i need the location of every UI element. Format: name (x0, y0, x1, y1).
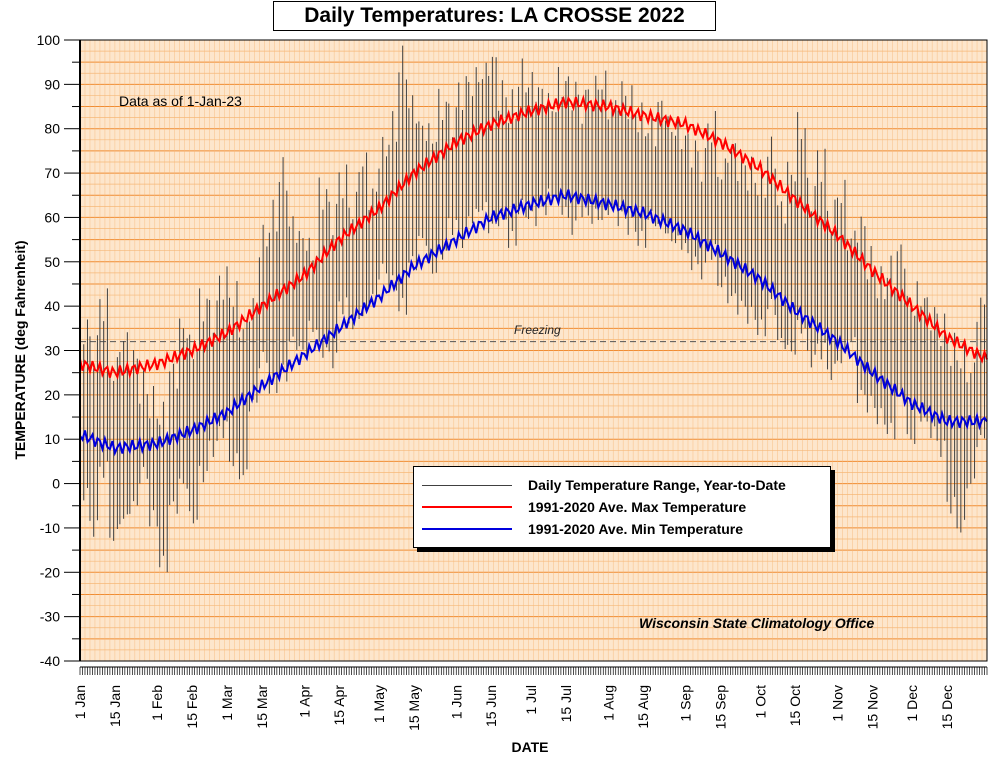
x-tick-label: 1 Jun (448, 685, 464, 719)
y-tick-label: 10 (44, 431, 60, 447)
data-date-note: Data as of 1-Jan-23 (119, 93, 242, 109)
x-tick-label: 1 Apr (296, 685, 312, 718)
y-tick-label: 20 (44, 387, 60, 403)
x-tick-label: 15 Feb (184, 685, 200, 729)
x-tick-label: 15 Jul (558, 685, 574, 722)
freezing-label: Freezing (514, 323, 561, 337)
avg-min-line (79, 187, 988, 457)
legend: Daily Temperature Range, Year-to-Date 19… (413, 466, 831, 548)
x-tick-label: 1 Sep (677, 685, 693, 722)
legend-item-max: 1991-2020 Ave. Max Temperature (422, 497, 746, 517)
legend-swatch-range (422, 484, 512, 486)
y-tick-label: 100 (37, 32, 61, 48)
y-tick-label: 90 (44, 76, 60, 92)
y-tick-label: 60 (44, 209, 60, 225)
y-tick-label: 50 (44, 254, 60, 270)
x-axis-label: DATE (511, 739, 549, 755)
y-tick-label: 80 (44, 121, 60, 137)
chart-title: Daily Temperatures: LA CROSSE 2022 (273, 1, 716, 31)
y-tick-label: -20 (40, 564, 60, 580)
average-lines (79, 94, 988, 457)
x-tick-label: 1 Oct (752, 685, 768, 719)
x-tick-label: 1 Jan (72, 685, 88, 719)
x-tick-label: 1 Dec (904, 685, 920, 722)
x-tick-label: 1 Jul (523, 685, 539, 715)
y-axis-label: TEMPERATURE (deg Fahrenheit) (12, 240, 28, 460)
x-tick-label: 15 Jun (483, 685, 499, 727)
x-tick-label: 15 May (406, 685, 422, 731)
y-tick-label: 30 (44, 343, 60, 359)
y-tick-label: 40 (44, 298, 60, 314)
legend-label-range: Daily Temperature Range, Year-to-Date (528, 477, 786, 493)
y-tick-label: 70 (44, 165, 60, 181)
legend-item-range: Daily Temperature Range, Year-to-Date (422, 475, 786, 495)
x-tick-label: 1 Aug (600, 685, 616, 721)
x-tick-label: 1 May (371, 685, 387, 723)
avg-max-line (79, 94, 988, 380)
x-tick-label: 15 Aug (635, 685, 651, 729)
x-tick-label: 1 Feb (149, 685, 165, 721)
x-tick-label: 15 Nov (864, 685, 880, 729)
x-tick-label: 1 Nov (829, 685, 845, 722)
legend-item-min: 1991-2020 Ave. Min Temperature (422, 519, 743, 539)
x-tick-label: 1 Mar (219, 685, 235, 721)
x-tick-label: 15 Sep (712, 685, 728, 730)
x-tick-label: 15 Mar (254, 685, 270, 729)
x-tick-label: 15 Jan (107, 685, 123, 727)
x-tick-label: 15 Apr (331, 685, 347, 726)
legend-swatch-min (422, 528, 512, 530)
legend-label-max: 1991-2020 Ave. Max Temperature (528, 499, 747, 515)
y-tick-label: -40 (40, 653, 60, 669)
credit-text: Wisconsin State Climatology Office (639, 615, 875, 631)
legend-swatch-max (422, 506, 512, 508)
y-tick-label: 0 (52, 476, 60, 492)
legend-label-min: 1991-2020 Ave. Min Temperature (528, 521, 744, 537)
x-tick-label: 15 Oct (787, 685, 803, 726)
y-tick-label: -30 (40, 609, 60, 625)
y-tick-label: -10 (40, 520, 60, 536)
x-tick-label: 15 Dec (939, 685, 955, 729)
x-tick-labels: 1 Jan 15 Jan 1 Feb 15 Feb 1 Mar 15 Mar 1 Apr 15… (72, 685, 955, 731)
